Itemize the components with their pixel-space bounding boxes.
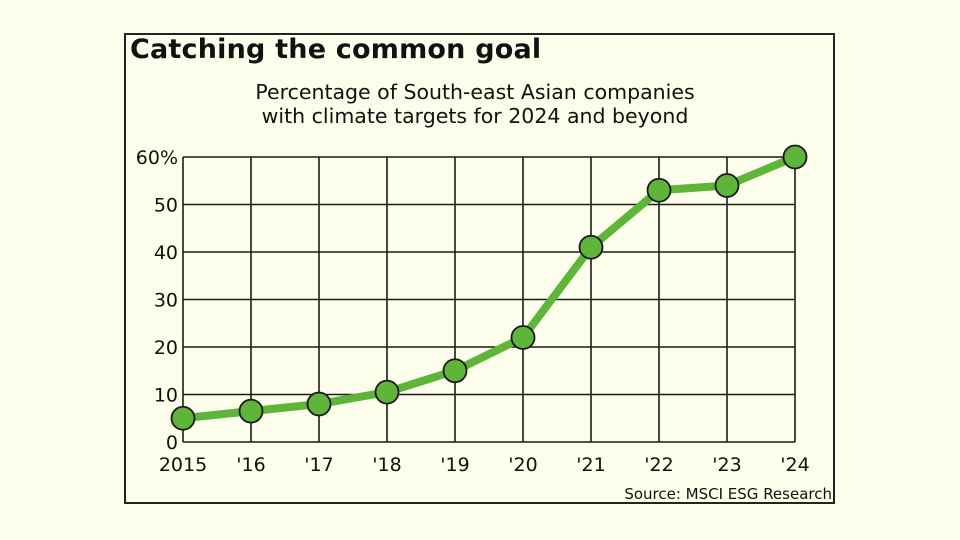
x-tick-label: '21 xyxy=(576,454,605,476)
x-tick-label: '16 xyxy=(236,454,265,476)
subtitle-line-1: Percentage of South-east Asian companies xyxy=(255,80,695,104)
y-tick-label: 40 xyxy=(154,242,178,264)
data-point-marker xyxy=(578,234,604,260)
data-point-marker xyxy=(374,379,400,405)
x-tick-label: '19 xyxy=(440,454,469,476)
y-tick-label: 30 xyxy=(154,290,178,312)
y-tick-label: 0 xyxy=(166,432,178,454)
y-axis-labels: 0 10 20 30 40 50 60% xyxy=(136,147,178,454)
data-point-marker xyxy=(782,144,808,170)
x-axis-labels: 2015 '16 '17 '18 '19 '20 '21 '22 '23 '24 xyxy=(159,454,810,476)
chart-subtitle: Percentage of South-east Asian companies… xyxy=(190,80,760,128)
data-point-marker xyxy=(714,173,740,198)
subtitle-line-2: with climate targets for 2024 and beyond xyxy=(261,104,689,128)
x-tick-label: '23 xyxy=(712,454,741,476)
data-point-marker xyxy=(442,358,468,384)
x-tick-label: 2015 xyxy=(159,454,207,476)
data-point-marker xyxy=(238,398,264,424)
data-point-marker xyxy=(510,325,536,350)
x-tick-label: '22 xyxy=(644,454,673,476)
source-note: Source: MSCI ESG Research xyxy=(624,485,832,503)
y-tick-label: 60% xyxy=(136,147,178,169)
y-tick-label: 20 xyxy=(154,337,178,359)
data-point-marker xyxy=(646,177,672,203)
x-tick-label: '18 xyxy=(372,454,401,476)
data-line xyxy=(179,153,799,423)
x-tick-label: '24 xyxy=(780,454,809,476)
x-tick-label: '20 xyxy=(508,454,537,476)
data-markers xyxy=(170,144,808,431)
data-point-marker xyxy=(170,405,196,431)
chart-frame xyxy=(124,33,835,504)
x-tick-label: '17 xyxy=(304,454,333,476)
y-tick-label: 50 xyxy=(154,195,178,217)
chart-title: Catching the common goal xyxy=(130,34,542,65)
chart-grid xyxy=(182,156,796,443)
y-tick-label: 10 xyxy=(154,385,178,407)
data-point-marker xyxy=(306,391,332,417)
